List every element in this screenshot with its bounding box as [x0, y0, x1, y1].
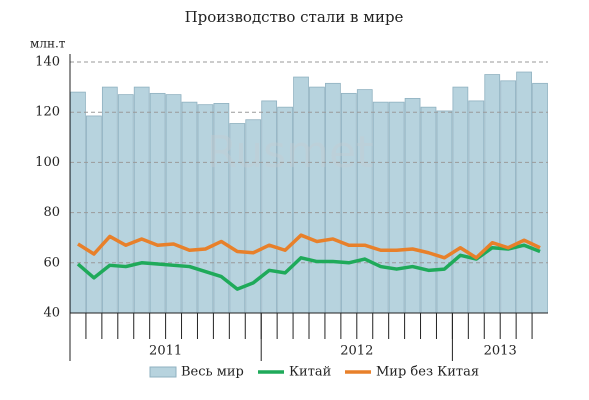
bar: [117, 94, 134, 314]
bar: [133, 86, 150, 314]
bar: [149, 92, 166, 314]
y-tick-label: 140: [35, 55, 60, 70]
bar: [516, 71, 532, 314]
legend-label: Весь мир: [181, 365, 244, 380]
x-group-label: 2012: [340, 344, 373, 359]
bar: [325, 82, 341, 314]
bar: [356, 89, 373, 314]
x-group-label: 2011: [149, 344, 182, 359]
bar: [452, 86, 469, 314]
bar: [500, 80, 517, 314]
chart-title: Производство стали в мире: [185, 8, 404, 26]
legend-label: Мир без Китая: [376, 365, 479, 380]
bar: [404, 97, 421, 314]
bar: [436, 110, 453, 314]
bar: [86, 115, 102, 314]
bar: [372, 101, 389, 314]
y-tick-label: 40: [43, 306, 60, 321]
line: [77, 233, 541, 260]
bar: [468, 100, 485, 314]
y-axis-label: млн.т: [30, 37, 66, 51]
bar: [420, 106, 437, 314]
legend-label: Китай: [289, 365, 331, 380]
bar: [181, 101, 198, 314]
bar: [101, 86, 118, 314]
line: [76, 243, 541, 291]
y-tick-label: 120: [35, 105, 60, 120]
bar: [484, 74, 501, 314]
bar: [165, 94, 182, 314]
legend-swatch: [149, 366, 177, 378]
y-tick-label: 100: [35, 155, 60, 170]
x-group-label: 2013: [484, 344, 517, 359]
bar: [309, 86, 325, 314]
watermark: Rusmet: [207, 127, 374, 178]
y-tick-label: 60: [43, 255, 60, 270]
bar: [532, 82, 548, 314]
bar: [388, 101, 405, 314]
bar: [70, 91, 86, 314]
y-tick-label: 80: [43, 205, 60, 220]
